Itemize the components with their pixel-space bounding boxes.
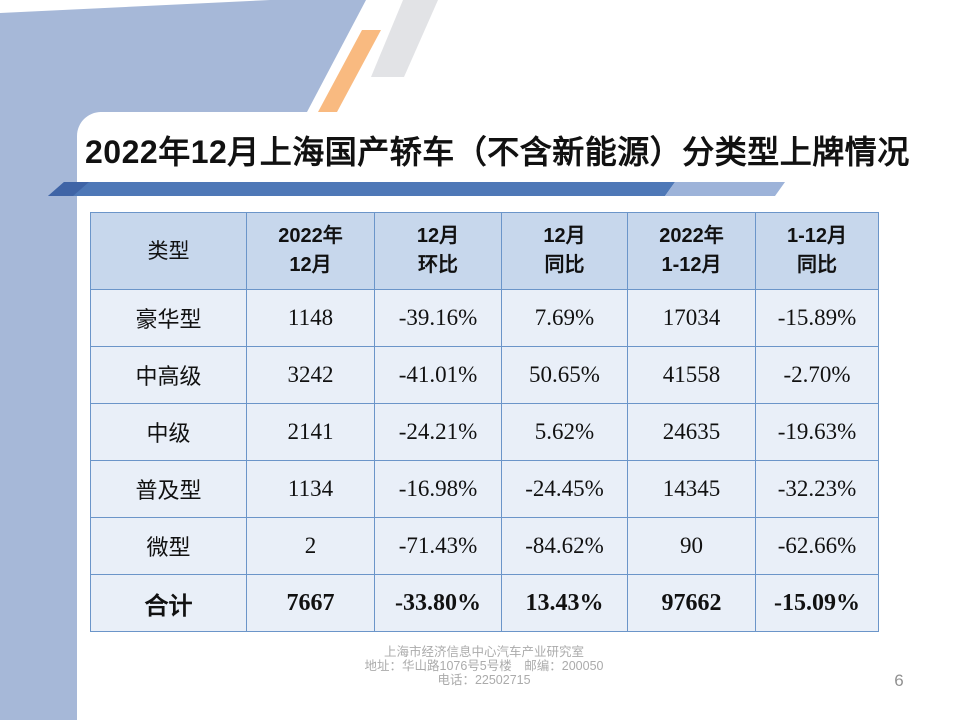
value-cell: -24.45% xyxy=(501,460,628,518)
table-row: 合计 7667 -33.80% 13.43% 97662 -15.09% xyxy=(90,574,879,632)
table-header-cell: 类型 xyxy=(90,212,247,290)
value-cell: 97662 xyxy=(627,574,756,632)
table-row: 微型 2 -71.43% -84.62% 90 -62.66% xyxy=(90,517,879,575)
table-row: 豪华型 1148 -39.16% 7.69% 17034 -15.89% xyxy=(90,289,879,347)
value-cell: 50.65% xyxy=(501,346,628,404)
table-header-cell: 2022年 12月 xyxy=(246,212,375,290)
slide-title: 2022年12月上海国产轿车（不含新能源）分类型上牌情况 xyxy=(85,134,910,170)
table-header-row: 类型 2022年 12月 12月 环比 12月 同比 2022年 1-12月 1-12月 … xyxy=(90,212,879,290)
value-cell: -84.62% xyxy=(501,517,628,575)
value-cell: -39.16% xyxy=(374,289,502,347)
value-cell: -16.98% xyxy=(374,460,502,518)
value-cell: -15.89% xyxy=(755,289,879,347)
value-cell: 13.43% xyxy=(501,574,628,632)
footer-line-org: 上海市经济信息中心汽车产业研究室 xyxy=(383,645,584,659)
value-cell: -33.80% xyxy=(374,574,502,632)
value-cell: -32.23% xyxy=(755,460,879,518)
table-header-row: 类型 2022年 12月 12月 环比 12月 同比 2022年 1-12月 1-12月 … xyxy=(90,212,879,290)
value-cell: 3242 xyxy=(246,346,375,404)
table-header-cell: 2022年 1-12月 xyxy=(627,212,756,290)
decor-orange-stripe xyxy=(318,30,381,112)
footer-note: 上海市经济信息中心汽车产业研究室 地址：华山路1076号5号楼 邮编：20005… xyxy=(90,645,878,687)
value-cell: -19.63% xyxy=(755,403,879,461)
value-cell: 1148 xyxy=(246,289,375,347)
value-cell: -41.01% xyxy=(374,346,502,404)
value-cell: 24635 xyxy=(627,403,756,461)
value-cell: -62.66% xyxy=(755,517,879,575)
footer-line-address: 地址：华山路1076号5号楼 邮编：200050 xyxy=(364,659,604,673)
decor-top-banner xyxy=(0,0,366,112)
value-cell: 7667 xyxy=(246,574,375,632)
value-cell: 90 xyxy=(627,517,756,575)
table-header-cell: 1-12月 同比 xyxy=(755,212,879,290)
table-header-cell: 12月 环比 xyxy=(374,212,502,290)
row-label-cell: 合计 xyxy=(90,574,247,632)
decor-gray-stripe xyxy=(371,0,438,77)
page-number: 6 xyxy=(894,671,904,690)
value-cell: 17034 xyxy=(627,289,756,347)
table-body: 豪华型 1148 -39.16% 7.69% 17034 -15.89% 中高级 3242 -4… xyxy=(90,289,879,632)
value-cell: 41558 xyxy=(627,346,756,404)
value-cell: -2.70% xyxy=(755,346,879,404)
value-cell: 14345 xyxy=(627,460,756,518)
row-label-cell: 微型 xyxy=(90,517,247,575)
registration-table: 类型 2022年 12月 12月 环比 12月 同比 2022年 1-12月 1-12月 … xyxy=(90,212,879,632)
value-cell: 1134 xyxy=(246,460,375,518)
value-cell: 2141 xyxy=(246,403,375,461)
table-row: 中级 2141 -24.21% 5.62% 24635 -19.63% xyxy=(90,403,879,461)
value-cell: -15.09% xyxy=(755,574,879,632)
row-label-cell: 中高级 xyxy=(90,346,247,404)
row-label-cell: 普及型 xyxy=(90,460,247,518)
value-cell: 2 xyxy=(246,517,375,575)
row-label-cell: 中级 xyxy=(90,403,247,461)
table-row: 中高级 3242 -41.01% 50.65% 41558 -2.70% xyxy=(90,346,879,404)
table-row: 普及型 1134 -16.98% -24.45% 14345 -32.23% xyxy=(90,460,879,518)
footer-line-phone: 电话：22502715 xyxy=(437,673,531,687)
value-cell: -24.21% xyxy=(374,403,502,461)
registration-table-wrap: 类型 2022年 12月 12月 环比 12月 同比 2022年 1-12月 1-12月 … xyxy=(90,212,879,632)
table-header-cell: 12月 同比 xyxy=(501,212,628,290)
value-cell: -71.43% xyxy=(374,517,502,575)
value-cell: 7.69% xyxy=(501,289,628,347)
row-label-cell: 豪华型 xyxy=(90,289,247,347)
value-cell: 5.62% xyxy=(501,403,628,461)
